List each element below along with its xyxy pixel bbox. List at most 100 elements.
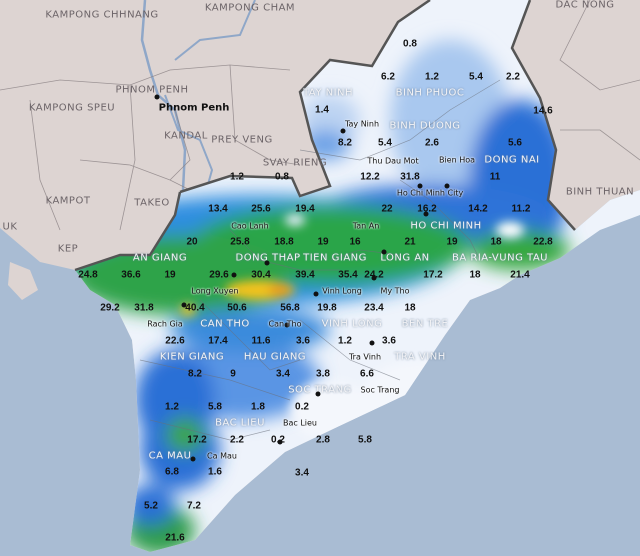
rainfall-value: 16 [349,236,361,248]
city-label: Can Tho [268,319,302,329]
foreign-province-label: KEP [57,243,79,255]
rainfall-value: 21.4 [510,269,530,281]
rainfall-value: 11.6 [251,335,271,347]
rainfall-value: 23.4 [364,302,384,314]
city-label: Tan An [352,221,380,231]
rainfall-value: 3.4 [295,467,309,479]
mekong-river [140,0,192,211]
city-label: Tay Ninh [344,119,380,129]
rainfall-value: 5.8 [208,401,222,413]
rainfall-value: 19.4 [295,203,315,215]
city-label: Thu Dau Mot [367,156,419,166]
province-label: TRA VINH [394,351,446,363]
city-marker [154,94,160,100]
foreign-province-label: BINH THUAN [565,186,635,198]
foreign-province-label: TAKEO [134,197,170,209]
rainfall-value: 5.2 [144,500,158,512]
rainfall-value: 17.2 [187,434,207,446]
province-label: BAC LIEU [215,417,265,429]
city-label: Ho Chi Minh City [396,188,464,198]
province-label: BEN TRE [401,318,449,330]
rainfall-value: 35.4 [338,269,358,281]
rainfall-value: 0.8 [403,38,417,50]
city-marker [313,291,319,297]
city-marker [181,302,187,308]
city-marker [315,391,321,397]
rainfall-value: 12.2 [360,171,380,183]
rainfall-value: 1.2 [425,71,439,83]
province-label: KIEN GIANG [159,351,225,363]
province-label: AN GIANG [132,252,188,264]
rainfall-value: 21.6 [165,532,185,544]
foreign-province-label: KAMPONG CHHNANG [45,9,159,21]
rainfall-value: 31.8 [400,171,420,183]
city-marker [444,183,450,189]
rainfall-value: 19 [446,236,458,248]
rainfall-value: 18.8 [274,236,294,248]
rainfall-value: 11.2 [511,203,531,215]
rainfall-value: 14.6 [533,105,553,117]
rainfall-value: 19.8 [317,302,337,314]
rainfall-value: 6.8 [165,466,179,478]
city-marker [417,183,423,189]
city-marker [190,456,196,462]
rainfall-value: 2.2 [230,434,244,446]
province-label: VINH LONG [321,318,383,330]
city-marker [277,439,283,445]
city-label: Rach Gia [147,319,183,329]
rainfall-value: 5.8 [358,434,372,446]
national-border [74,191,182,272]
city-marker [284,322,290,328]
rainfall-value: 3.4 [276,368,290,380]
rainfall-value: 19 [164,269,176,281]
city-label: Cao Lanh [231,221,269,231]
province-label: CA MAU [148,450,192,462]
rainfall-value: 18 [469,269,481,281]
city-label: Vinh Long [322,286,362,296]
rainfall-value: 17.4 [208,335,228,347]
province-label: DONG THAP [235,252,301,264]
province-borders [139,79,501,441]
rainfall-value: 3.8 [316,368,330,380]
city-label: Bien Hoa [438,155,476,165]
province-label: HAU GIANG [243,351,307,363]
foreign-province-label: UK [2,221,18,233]
city-label: My Tho [380,286,410,296]
city-marker [369,340,375,346]
rainfall-value: 22.6 [165,335,185,347]
rainfall-value: 56.8 [280,302,300,314]
rainfall-value: 13.4 [208,203,228,215]
rainfall-value: 6.2 [381,71,395,83]
province-label: TIEN GIANG [303,252,367,264]
province-label: BINH PHUOC [395,87,465,99]
city-label: Tra Vinh [348,352,382,362]
foreign-province-label: KAMPOT [45,195,91,207]
rainfall-value: 1.2 [338,335,352,347]
rainfall-value: 1.2 [165,401,179,413]
city-marker [371,275,377,281]
capital-label: Phnom Penh [158,102,230,114]
foreign-province-label: KAMPONG SPEU [28,102,116,114]
rainfall-value: 11 [489,171,501,183]
foreign-province-label: SVAY RIENG [262,157,328,169]
rainfall-value: 18 [404,302,416,314]
rainfall-value: 6.6 [360,368,374,380]
rainfall-value: 2.2 [506,71,520,83]
rainfall-value: 3.6 [296,335,310,347]
rainfall-value: 24.2 [364,269,384,281]
rainfall-value: 24.8 [78,269,98,281]
city-label: Long Xuyen [191,286,239,296]
rainfall-value: 8.2 [188,368,202,380]
rainfall-value: 1.8 [251,401,265,413]
rainfall-value: 36.6 [121,269,141,281]
province-label: HO CHI MINH [410,220,482,232]
rainfall-value: 17.2 [423,269,443,281]
rainfall-value: 29.6 [209,269,229,281]
rainfall-value: 0.2 [295,401,309,413]
rainfall-value: 25.6 [251,203,271,215]
rainfall-value: 5.4 [378,137,392,149]
rainfall-value: 2.6 [425,137,439,149]
foreign-province-label: DAC NONG [555,0,615,11]
city-marker [231,272,237,278]
